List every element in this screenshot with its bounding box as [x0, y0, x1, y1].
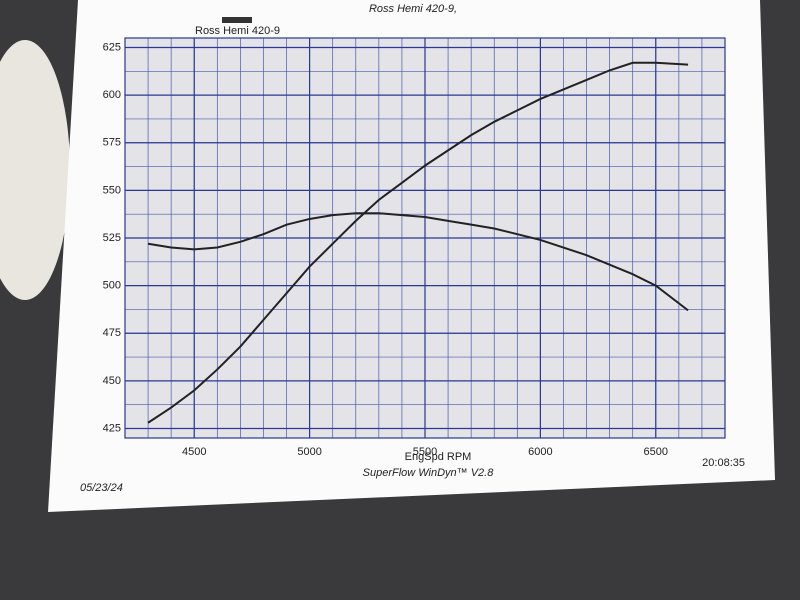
y-tick-label: 475 [103, 327, 121, 339]
y-tick-label: 600 [103, 89, 121, 101]
y-tick-label: 525 [103, 232, 121, 244]
x-tick-label: 5000 [297, 446, 321, 458]
x-tick-label: 5500 [413, 446, 437, 458]
time: 20:08:35 [702, 457, 745, 469]
chart-title: Ross Hemi 420-9, [369, 3, 457, 15]
y-tick-label: 450 [103, 375, 121, 387]
y-tick-label: 550 [103, 184, 121, 196]
line-series [147, 61, 689, 424]
y-tick-label: 425 [103, 422, 121, 434]
cloth [0, 40, 70, 300]
x-tick-label: 4500 [182, 446, 206, 458]
x-tick-label: 6500 [644, 446, 668, 458]
footer: SuperFlow WinDyn™ V2.8 [363, 467, 495, 479]
x-tick-label: 6000 [528, 446, 552, 458]
y-tick-label: 500 [103, 280, 121, 292]
y-tick-label: 625 [103, 41, 121, 53]
y-tick-label: 575 [103, 137, 121, 149]
plot-border [124, 37, 726, 439]
x-axis-label: EngSpd RPM [405, 451, 472, 463]
date: 05/23/24 [80, 482, 123, 494]
legend-swatch [222, 17, 252, 23]
legend-label: Ross Hemi 420-9 [195, 25, 280, 37]
line-series [147, 212, 689, 312]
